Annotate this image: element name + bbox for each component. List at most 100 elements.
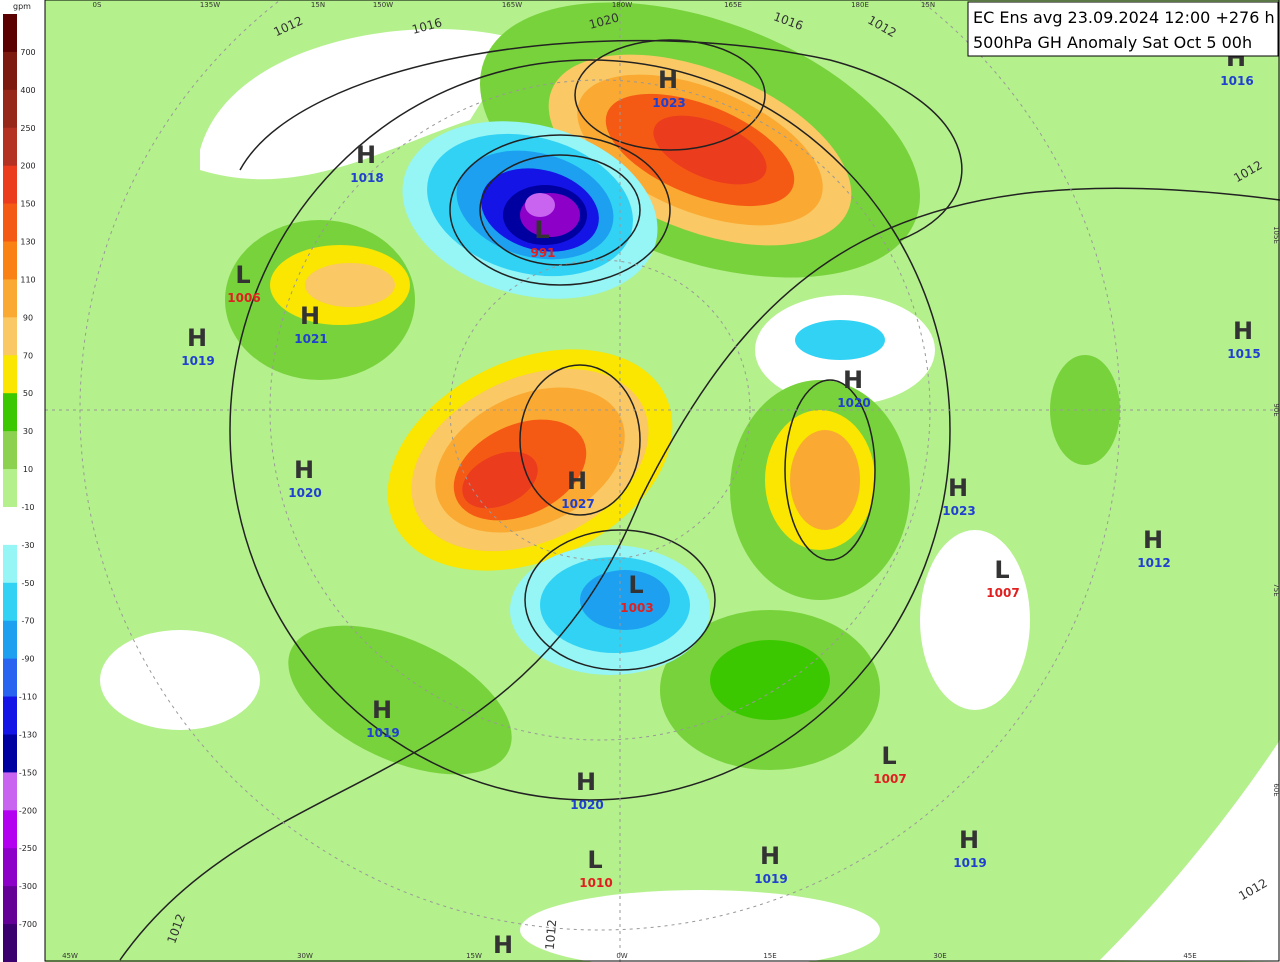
center-value: 1010 bbox=[579, 876, 612, 890]
center-letter: H bbox=[948, 474, 968, 502]
graticule bbox=[45, 0, 1280, 962]
colorbar-swatch bbox=[3, 431, 17, 470]
lon-label: 15E bbox=[763, 952, 776, 960]
colorbar-swatch bbox=[3, 469, 17, 508]
center-letter: L bbox=[534, 216, 549, 244]
center-value: 1003 bbox=[620, 601, 653, 615]
colorbar-swatch bbox=[3, 924, 17, 962]
center-letter: L bbox=[881, 742, 896, 770]
map-background bbox=[45, 0, 1280, 962]
center-value: 1015 bbox=[1227, 347, 1260, 361]
colorbar-label: -250 bbox=[19, 844, 37, 853]
center-value: 1012 bbox=[1137, 556, 1170, 570]
colorbar-swatch bbox=[3, 734, 17, 773]
colorbar-swatch bbox=[3, 89, 17, 129]
center-letter: H bbox=[187, 324, 207, 352]
colorbar-label: -90 bbox=[21, 655, 34, 664]
center-letter: H bbox=[372, 696, 392, 724]
colorbar-swatch bbox=[3, 355, 17, 394]
lon-label: 165W bbox=[502, 1, 522, 9]
colorbar-label: 250 bbox=[20, 124, 35, 133]
center-value: 1007 bbox=[986, 586, 1019, 600]
colorbar-label: -110 bbox=[19, 693, 37, 702]
colorbar-label: -50 bbox=[21, 579, 34, 588]
center-letter: L bbox=[587, 846, 602, 874]
map-frame bbox=[44, 0, 1280, 962]
colorbar-swatch bbox=[3, 203, 17, 243]
center-letter: L bbox=[994, 556, 1009, 584]
center-letter: H bbox=[760, 842, 780, 870]
colorbar-label: -700 bbox=[19, 920, 37, 929]
colorbar-label: 110 bbox=[20, 275, 35, 284]
lon-label: 15N bbox=[311, 1, 325, 9]
colorbar-label: 130 bbox=[20, 238, 35, 247]
colorbar-swatch bbox=[3, 696, 17, 735]
colorbar-label: -300 bbox=[19, 882, 37, 891]
center-value: 1023 bbox=[942, 504, 975, 518]
center-value: 1019 bbox=[754, 872, 787, 886]
lon-label: 15W bbox=[466, 952, 482, 960]
colorbar-swatch bbox=[3, 241, 17, 280]
center-value: 1019 bbox=[953, 856, 986, 870]
colorbar-label: -130 bbox=[19, 730, 37, 739]
colorbar-label: -10 bbox=[21, 503, 34, 512]
colorbar-swatch bbox=[3, 810, 17, 849]
colorbar-label: 50 bbox=[23, 389, 33, 398]
lon-label: 180E bbox=[851, 1, 869, 9]
colorbar-label: 150 bbox=[20, 200, 35, 209]
center-value: 1019 bbox=[366, 726, 399, 740]
title: EC Ens avg 23.09.2024 12:00 +276 h bbox=[973, 8, 1275, 27]
center-letter: H bbox=[1143, 526, 1163, 554]
center-letter: H bbox=[294, 456, 314, 484]
center-letter: H bbox=[843, 366, 863, 394]
colorbar-label: -30 bbox=[21, 541, 34, 550]
colorbar-label: 400 bbox=[20, 86, 35, 95]
colorbar-label: 700 bbox=[20, 48, 35, 57]
colorbar-swatch bbox=[3, 886, 17, 925]
center-value: 991 bbox=[530, 246, 555, 260]
lon-label: 30W bbox=[297, 952, 313, 960]
colorbar-label: 90 bbox=[23, 313, 33, 322]
center-value: 1007 bbox=[873, 772, 906, 786]
colorbar-swatch bbox=[3, 393, 17, 432]
isobar-label: 1012 bbox=[543, 919, 560, 951]
isobars bbox=[119, 39, 1280, 961]
lon-label: 60E bbox=[1272, 783, 1280, 796]
colorbar-label: 70 bbox=[23, 351, 33, 360]
colorbar-unit: gpm bbox=[13, 2, 31, 11]
lon-label: 45E bbox=[1183, 952, 1196, 960]
lon-label: 180W bbox=[612, 1, 632, 9]
colorbar-swatch bbox=[3, 165, 17, 205]
center-letter: H bbox=[300, 302, 320, 330]
colorbar-swatch bbox=[3, 658, 17, 698]
lon-label: 75E bbox=[1272, 583, 1280, 596]
lon-label: 105E bbox=[1272, 226, 1280, 244]
center-value: 1006 bbox=[227, 291, 260, 305]
center-value: 1016 bbox=[1220, 74, 1253, 88]
center-letter: L bbox=[235, 261, 250, 289]
colorbar-label: -70 bbox=[21, 617, 34, 626]
colorbar-swatch bbox=[3, 317, 17, 356]
lon-label: 45W bbox=[62, 952, 78, 960]
center-letter: L bbox=[628, 571, 643, 599]
center-letter: H bbox=[567, 467, 587, 495]
center-value: 1020 bbox=[837, 396, 870, 410]
subtitle: 500hPa GH Anomaly Sat Oct 5 00h bbox=[973, 33, 1252, 52]
colorbar-swatch bbox=[3, 582, 17, 622]
colorbar-swatch bbox=[3, 127, 17, 167]
colorbar-swatch bbox=[3, 620, 17, 660]
center-letter: H bbox=[493, 931, 513, 959]
colorbar-swatch bbox=[3, 14, 17, 53]
lon-label: 90E bbox=[1272, 403, 1280, 416]
colorbar-swatch bbox=[3, 772, 17, 811]
colorbar-label: -200 bbox=[19, 806, 37, 815]
center-letter: H bbox=[356, 141, 376, 169]
lon-label: 150W bbox=[373, 1, 393, 9]
lon-label: 0S bbox=[93, 1, 102, 9]
colorbar-swatch bbox=[3, 279, 17, 318]
center-value: 1023 bbox=[652, 96, 685, 110]
center-value: 1020 bbox=[570, 798, 603, 812]
center-value: 1019 bbox=[181, 354, 214, 368]
center-value: 1018 bbox=[350, 171, 383, 185]
